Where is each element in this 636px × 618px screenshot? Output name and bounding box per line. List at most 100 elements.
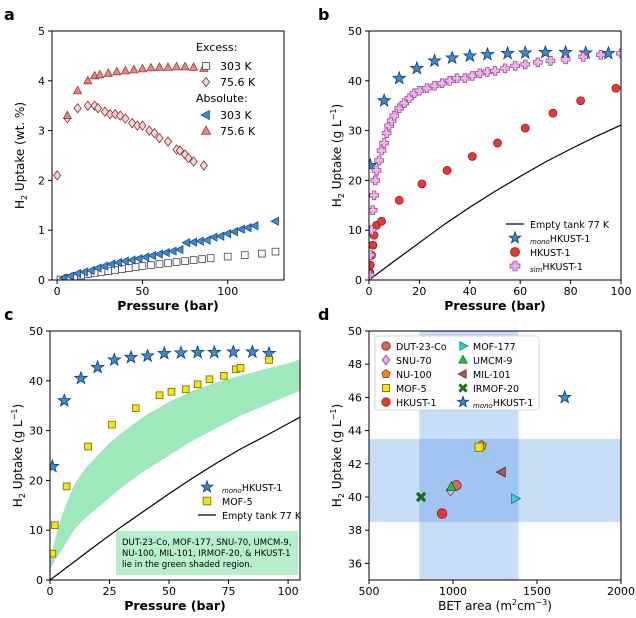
data-point: [445, 480, 457, 492]
data-point: [140, 252, 150, 262]
legend-marker: [200, 125, 212, 135]
x-axis-label: Pressure (bar): [444, 298, 546, 313]
plot-area: [369, 44, 621, 280]
series-mof-5: [50, 356, 273, 558]
data-point: [369, 250, 376, 260]
legend-sub: mono: [222, 487, 242, 495]
data-point: [174, 244, 184, 255]
data-point: [394, 195, 404, 205]
data-point: [108, 420, 116, 429]
y-axis-label: H2 Uptake (wt. %): [13, 102, 29, 209]
data-point: [131, 404, 140, 412]
x-tick-label: 1000: [439, 585, 467, 598]
data-point: [99, 261, 109, 271]
y-tick-label: 50: [29, 325, 43, 338]
data-point: [376, 93, 392, 107]
series-303-k: [58, 216, 279, 280]
data-point: [112, 66, 122, 76]
data-point: [205, 375, 214, 384]
data-point: [223, 252, 232, 261]
x-tick-label: 25: [103, 585, 117, 598]
legend-marker: [456, 395, 470, 408]
data-point: [394, 103, 404, 113]
y-tick-label: 4: [38, 75, 45, 88]
legend-marker: [200, 479, 214, 493]
data-point: [467, 71, 478, 81]
data-point: [414, 86, 425, 96]
green-shaded-region: [50, 359, 300, 570]
y-tick-label: 38: [348, 524, 362, 537]
x-axis-label: Pressure (bar): [124, 598, 226, 613]
plot-area: [50, 344, 300, 580]
series-mil-101: [495, 466, 506, 478]
data-point: [500, 63, 510, 74]
ylabel-h: H: [13, 200, 27, 209]
data-point: [62, 110, 73, 120]
legend-marker: [201, 76, 211, 88]
data-point: [124, 264, 133, 272]
data-point: [482, 67, 493, 77]
data-point: [201, 235, 211, 245]
data-point: [467, 152, 477, 161]
data-point: [129, 64, 139, 74]
data-point: [120, 65, 131, 75]
data-point: [444, 76, 455, 86]
legend-marker: [459, 341, 469, 351]
data-point: [462, 48, 478, 63]
x-tick-label: 100: [278, 585, 299, 598]
legend-label: MOF-177: [473, 342, 516, 353]
data-point: [436, 508, 448, 519]
data-point: [58, 273, 68, 280]
data-point: [172, 258, 181, 266]
legend-label: HKUST-1: [530, 248, 571, 259]
data-point: [188, 237, 197, 247]
data-point: [154, 249, 163, 259]
legend-marker: [200, 109, 210, 121]
y-axis-label: H2 Uptake (g L−1): [329, 404, 346, 507]
data-point: [391, 70, 407, 85]
series-hkust-1: [436, 508, 448, 519]
data-point: [171, 61, 182, 71]
legend-label: 303 K: [220, 109, 252, 122]
data-point: [601, 45, 616, 60]
ylabel-sup: −1: [329, 108, 338, 120]
data-point: [83, 100, 92, 111]
legend-title-excess: Excess:: [196, 41, 237, 54]
data-point: [596, 50, 606, 60]
data-point: [510, 61, 520, 71]
data-point: [62, 482, 71, 491]
data-point: [180, 61, 190, 71]
data-point: [369, 270, 375, 280]
ylabel-close: ): [330, 104, 344, 109]
data-point: [493, 138, 502, 148]
data-point: [181, 385, 190, 394]
annotation-line: DUT-23-Co, MOF-177, SNU-70, UMCM-9,: [122, 538, 292, 548]
data-point: [427, 53, 442, 68]
plot-area: [53, 61, 280, 280]
y-tick-label: 30: [348, 125, 362, 138]
x-tick-label: 0: [366, 285, 373, 298]
data-point: [545, 56, 556, 66]
legend-label: MOF-5: [396, 384, 427, 395]
legend-marker: [509, 260, 521, 272]
panel-label-c: c: [4, 305, 13, 324]
data-point: [181, 257, 189, 265]
uptake-band: [369, 438, 621, 522]
legend-label: monoHKUST-1: [473, 398, 533, 410]
series-75-6-k: [62, 61, 209, 120]
data-point: [111, 108, 120, 120]
data-point: [369, 190, 379, 201]
series-monohkust-1: [369, 44, 616, 172]
data-point: [150, 127, 159, 139]
ylabel-rest: Uptake (g L: [330, 120, 344, 193]
data-point: [374, 155, 384, 166]
data-point: [377, 216, 387, 226]
data-point: [95, 69, 105, 79]
legend-label: NU-100: [396, 370, 432, 381]
data-point: [163, 62, 173, 71]
legend-marker: [457, 369, 467, 379]
y-tick-label: 20: [348, 174, 362, 187]
ylabel-close: ): [330, 404, 344, 409]
x-tick-label: 100: [611, 285, 632, 298]
xlabel-main: BET area (m: [438, 599, 512, 613]
